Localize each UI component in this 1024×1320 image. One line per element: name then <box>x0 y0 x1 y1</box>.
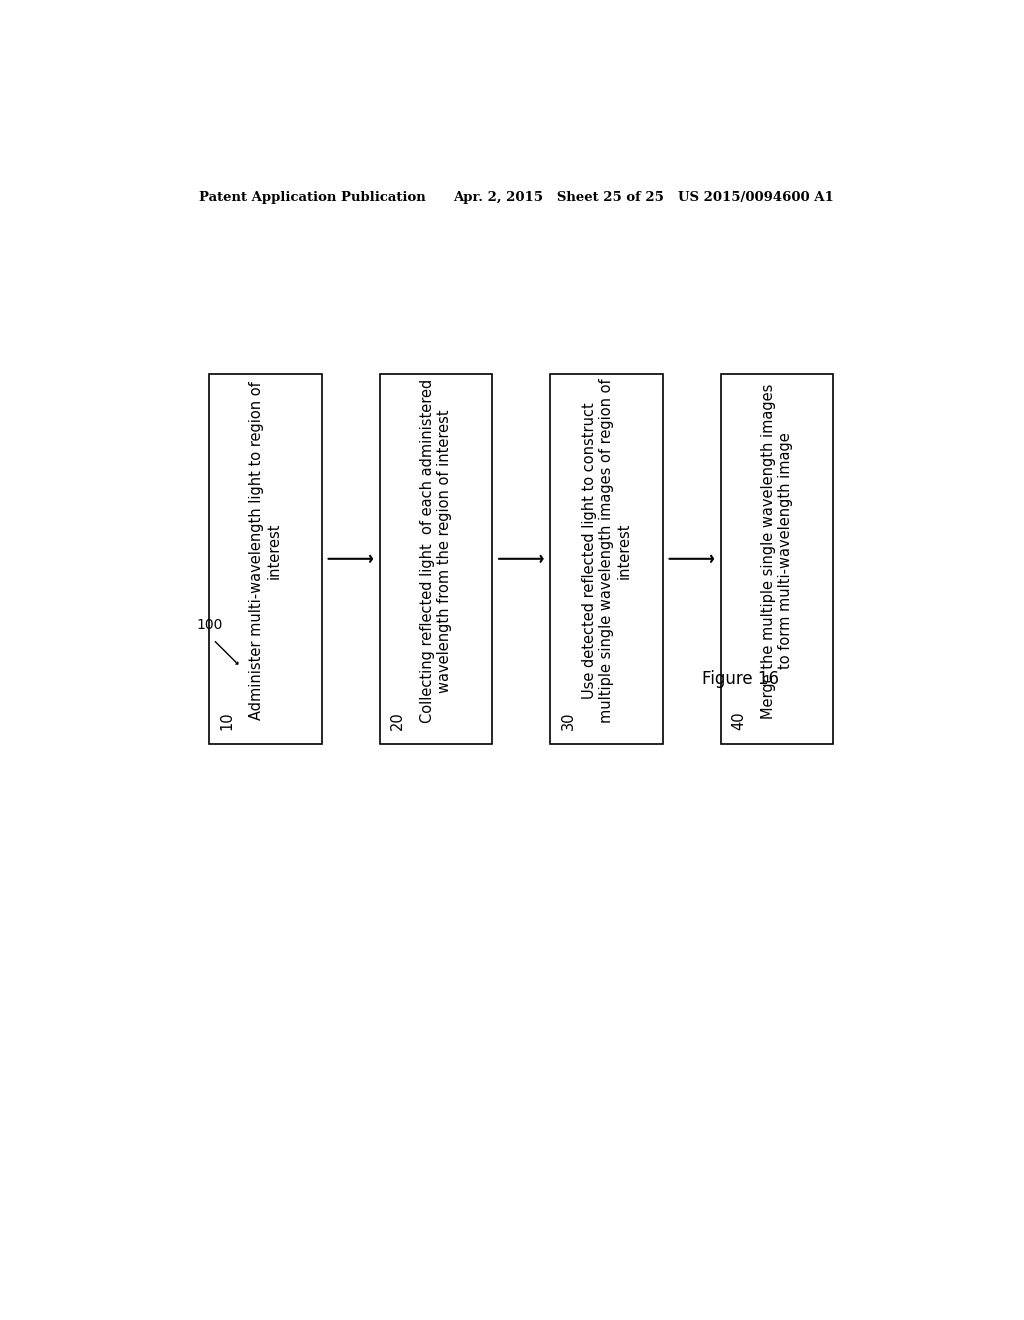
Bar <box>721 374 834 743</box>
Bar <box>550 374 663 743</box>
Text: Administer multi-wavelength light to region of
interest: Administer multi-wavelength light to reg… <box>250 381 282 721</box>
Text: 10: 10 <box>219 711 234 730</box>
Text: 20: 20 <box>390 711 404 730</box>
Text: 100: 100 <box>197 618 222 632</box>
Bar <box>380 374 493 743</box>
Text: 40: 40 <box>731 711 745 730</box>
Text: Apr. 2, 2015   Sheet 25 of 25: Apr. 2, 2015 Sheet 25 of 25 <box>454 191 665 203</box>
Text: Collecting reflected light  of each administered
wavelength from the region of i: Collecting reflected light of each admin… <box>420 379 453 723</box>
Text: Use detected reflected light to construct
multiple single wavelength images of r: Use detected reflected light to construc… <box>582 379 632 723</box>
Bar <box>209 374 322 743</box>
Text: Merge the multiple single wavelength images
to form multi-wavelength image: Merge the multiple single wavelength ima… <box>761 383 794 719</box>
Text: Patent Application Publication: Patent Application Publication <box>200 191 426 203</box>
Text: 30: 30 <box>560 711 575 730</box>
Text: Figure 16: Figure 16 <box>701 671 778 689</box>
Text: US 2015/0094600 A1: US 2015/0094600 A1 <box>678 191 834 203</box>
